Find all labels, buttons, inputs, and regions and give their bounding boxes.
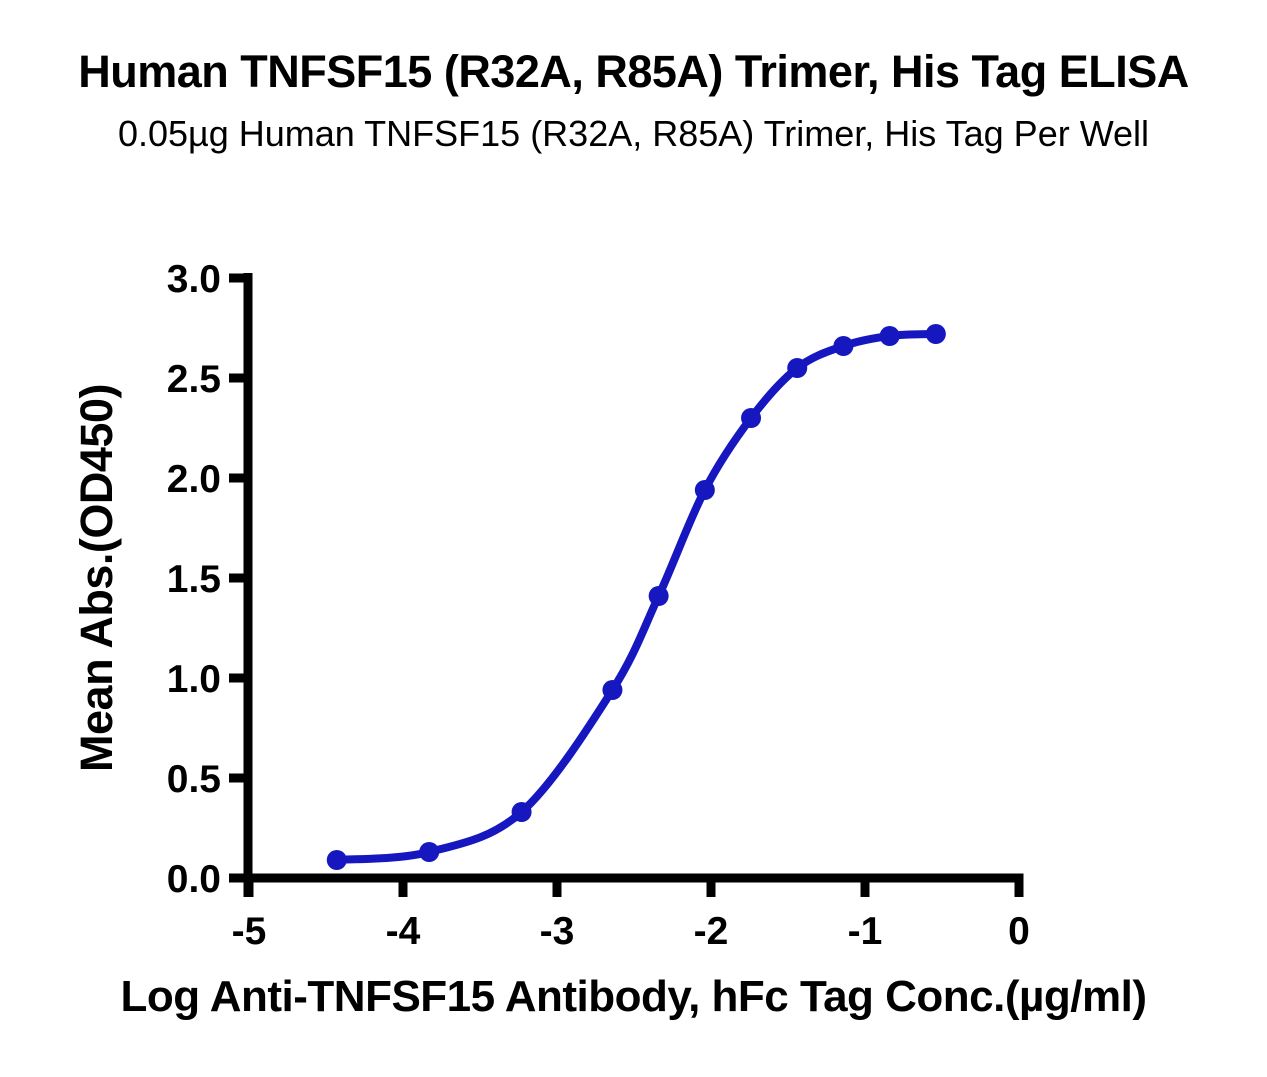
y-tick-label: 1.5	[167, 558, 221, 601]
y-tick-label: 2.0	[167, 458, 221, 501]
x-tick-label: -3	[540, 910, 575, 953]
y-tick-label: 1.0	[167, 658, 221, 701]
y-tick-label: 0.5	[167, 758, 221, 801]
data-point-marker	[419, 842, 440, 862]
curve-path	[332, 330, 940, 864]
data-point-marker	[925, 324, 946, 344]
x-axis-ticks: -5 -4 -3 -2 -1 0	[232, 881, 1030, 953]
data-point-marker	[326, 850, 347, 870]
chart-subtitle: 0.05µg Human TNFSF15 (R32A, R85A) Trimer…	[117, 113, 1150, 154]
x-axis-label: Log Anti-TNFSF15 Antibody, hFc Tag Conc.…	[120, 972, 1147, 1021]
data-point-marker	[741, 408, 762, 428]
x-tick-label: 0	[1008, 910, 1030, 953]
data-point-marker	[879, 326, 900, 346]
x-tick-label: -1	[848, 910, 883, 953]
y-axis-label: Mean Abs.(OD450)	[71, 384, 122, 772]
chart-title: Human TNFSF15 (R32A, R85A) Trimer, His T…	[78, 46, 1189, 97]
dose-response-curve	[332, 330, 940, 864]
x-tick-label: -5	[232, 910, 267, 953]
data-point-marker	[602, 680, 623, 700]
data-point-marker	[648, 586, 669, 606]
y-tick-label: 0.0	[167, 858, 221, 901]
data-point-markers	[326, 324, 946, 870]
data-point-marker	[833, 336, 854, 356]
axes	[243, 273, 1024, 897]
y-tick-label: 2.5	[167, 358, 221, 401]
x-tick-label: -4	[386, 910, 421, 953]
data-point-marker	[694, 480, 715, 500]
data-point-marker	[511, 802, 532, 822]
y-tick-label: 3.0	[167, 258, 221, 301]
x-tick-label: -2	[694, 910, 729, 953]
y-axis-ticks: 0.0 0.5 1.0 1.5 2.0 2.5 3.0	[167, 258, 245, 901]
data-point-marker	[787, 358, 808, 378]
